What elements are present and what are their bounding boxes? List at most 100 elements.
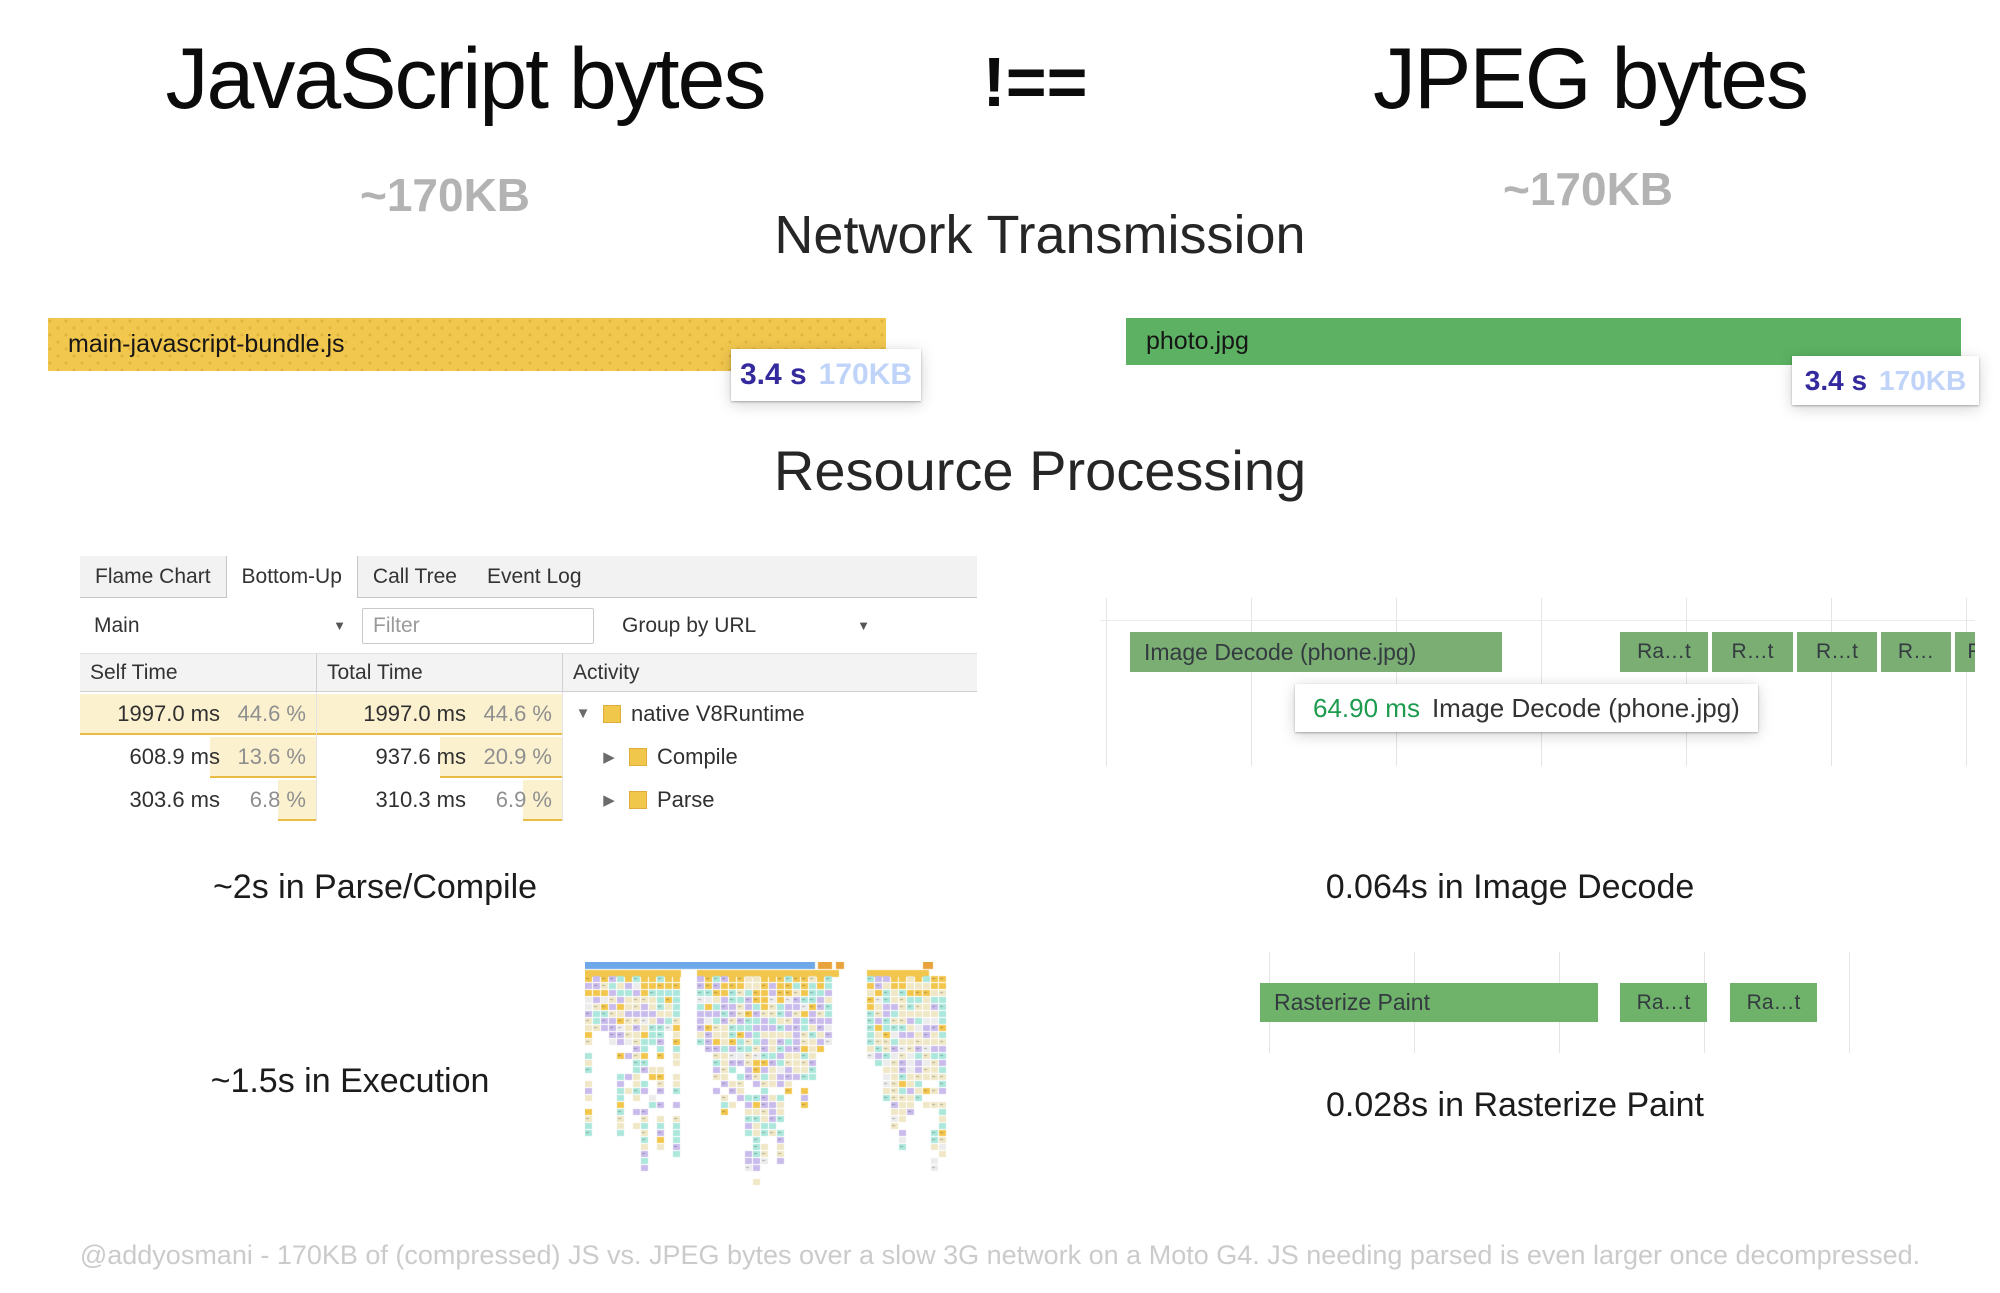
devtools-tab-bar: Flame Chart Bottom-Up Call Tree Event Lo…	[80, 556, 977, 598]
gridline	[1106, 598, 1107, 766]
rasterize-event-bar[interactable]: Ra…t	[1620, 632, 1708, 672]
heat-bar	[80, 694, 316, 735]
self-time-value: 1997.0 ms	[117, 700, 220, 726]
scripting-color-swatch	[603, 704, 621, 723]
table-header: Self Time Total Time Activity	[80, 654, 977, 692]
filter-input[interactable]	[362, 607, 594, 644]
rasterize-event-bar[interactable]: R	[1955, 632, 1975, 672]
thread-select-value: Main	[94, 613, 140, 637]
activity-label: Compile	[657, 743, 738, 769]
chevron-down-icon: ▼	[857, 618, 870, 633]
heat-bar	[522, 780, 562, 821]
section-heading-network: Network Transmission	[774, 205, 1306, 265]
expander-icon[interactable]: ▼	[575, 705, 591, 722]
group-by-select[interactable]: Group by URL ▼	[622, 614, 870, 638]
rasterize-event-bar[interactable]: R…t	[1797, 632, 1877, 672]
heat-bar	[317, 694, 562, 735]
gridline	[1396, 598, 1397, 766]
total-time-cell: 1997.0 ms 44.6 %	[317, 692, 563, 735]
total-time-cell: 937.6 ms 20.9 %	[317, 735, 563, 778]
rasterize-event-bar[interactable]: Ra…t	[1730, 983, 1817, 1022]
total-time-percent: 20.9 %	[483, 743, 553, 769]
activity-label: native V8Runtime	[631, 700, 805, 726]
attribution-footer: @addyosmani - 170KB of (compressed) JS v…	[79, 1240, 1921, 1270]
column-self-time[interactable]: Self Time	[80, 654, 317, 691]
image-decode-bar[interactable]: Image Decode (phone.jpg)	[1130, 632, 1502, 672]
heat-bar	[439, 737, 562, 778]
total-time-value: 310.3 ms	[375, 786, 467, 812]
total-time-percent: 44.6 %	[483, 700, 553, 726]
gridline	[1251, 598, 1252, 766]
caption-execution: ~1.5s in Execution	[210, 1062, 490, 1100]
activity-label: Parse	[657, 786, 715, 812]
network-bar-jpeg-label: photo.jpg	[1146, 327, 1249, 355]
caption-rasterize: 0.028s in Rasterize Paint	[1326, 1086, 1704, 1124]
self-time-value: 608.9 ms	[129, 743, 221, 769]
jpeg-transfer-size: 170KB	[1879, 364, 1967, 396]
column-total-time[interactable]: Total Time	[317, 654, 563, 691]
gridline	[1100, 620, 1975, 621]
jpeg-transfer-time: 3.4 s	[1804, 364, 1868, 396]
activity-cell: ▶ Compile	[563, 735, 977, 778]
network-tooltip-jpeg: 3.4 s 170KB	[1792, 356, 1979, 405]
rasterize-paint-track: Rasterize Paint Ra…t Ra…t	[1252, 952, 1864, 1057]
rasterize-event-bar[interactable]: R…t	[1712, 632, 1793, 672]
tab-flame-chart[interactable]: Flame Chart	[95, 564, 211, 588]
table-row[interactable]: 608.9 ms 13.6 % 937.6 ms 20.9 % ▶ Compil…	[80, 735, 977, 778]
total-time-value: 937.6 ms	[375, 743, 467, 769]
group-by-value: Group by URL	[622, 613, 757, 637]
tab-call-tree[interactable]: Call Tree	[372, 564, 457, 588]
title-jpeg-bytes: JPEG bytes	[1372, 31, 1809, 127]
not-equal-operator: !==	[982, 43, 1088, 121]
jpeg-size-label: ~170KB	[1502, 163, 1674, 215]
total-time-value: 1997.0 ms	[363, 700, 466, 726]
gridline	[1849, 952, 1850, 1053]
decode-duration: 64.90 ms	[1313, 692, 1420, 723]
rasterize-event-bar[interactable]: R…	[1881, 632, 1951, 672]
self-time-percent: 44.6 %	[237, 700, 307, 726]
gridline	[1966, 598, 1967, 766]
scripting-color-swatch	[629, 747, 647, 766]
section-heading-processing: Resource Processing	[773, 439, 1307, 502]
activity-cell: ▶ Parse	[563, 778, 977, 821]
self-time-percent: 6.8 %	[249, 786, 306, 812]
self-time-percent: 13.6 %	[237, 743, 307, 769]
heat-bar	[278, 780, 316, 821]
caption-parse-compile: ~2s in Parse/Compile	[212, 868, 538, 906]
self-time-cell: 1997.0 ms 44.6 %	[80, 692, 317, 735]
heat-bar	[209, 737, 316, 778]
column-activity[interactable]: Activity	[573, 660, 640, 684]
self-time-cell: 303.6 ms 6.8 %	[80, 778, 317, 821]
self-time-value: 303.6 ms	[129, 786, 221, 812]
decode-tooltip-label: Image Decode (phone.jpg)	[1431, 692, 1740, 723]
js-transfer-size: 170KB	[818, 358, 913, 391]
image-decode-track: Image Decode (phone.jpg) Ra…t R…t R…t R……	[1100, 598, 1975, 773]
caption-image-decode: 0.064s in Image Decode	[1325, 868, 1695, 906]
rasterize-paint-bar[interactable]: Rasterize Paint	[1260, 983, 1598, 1022]
network-tooltip-js: 3.4 s 170KB	[731, 349, 921, 401]
expander-icon[interactable]: ▶	[603, 791, 615, 809]
table-row[interactable]: 1997.0 ms 44.6 % 1997.0 ms 44.6 % ▼ nati…	[80, 692, 977, 735]
gridline	[1831, 598, 1832, 766]
js-transfer-time: 3.4 s	[739, 358, 807, 391]
gridline	[1686, 598, 1687, 766]
thread-select[interactable]: Main ▼	[94, 614, 346, 638]
gridline	[1541, 598, 1542, 766]
chevron-down-icon: ▼	[333, 618, 346, 633]
devtools-toolbar: Main ▼ Group by URL ▼	[80, 598, 977, 654]
title-javascript-bytes: JavaScript bytes	[165, 31, 767, 127]
tab-bottom-up[interactable]: Bottom-Up	[225, 556, 358, 598]
total-time-cell: 310.3 ms 6.9 %	[317, 778, 563, 821]
devtools-panel: Flame Chart Bottom-Up Call Tree Event Lo…	[80, 556, 977, 821]
total-time-percent: 6.9 %	[495, 786, 552, 812]
table-row[interactable]: 303.6 ms 6.8 % 310.3 ms 6.9 % ▶ Parse	[80, 778, 977, 821]
scripting-color-swatch	[629, 790, 647, 809]
rasterize-event-bar[interactable]: Ra…t	[1620, 983, 1707, 1022]
expander-icon[interactable]: ▶	[603, 748, 615, 766]
self-time-cell: 608.9 ms 13.6 %	[80, 735, 317, 778]
decode-tooltip: 64.90 ms Image Decode (phone.jpg)	[1295, 684, 1758, 732]
network-bar-js-label: main-javascript-bundle.js	[68, 330, 345, 358]
tab-event-log[interactable]: Event Log	[486, 564, 582, 588]
flamechart-thumbnail	[585, 962, 957, 1218]
